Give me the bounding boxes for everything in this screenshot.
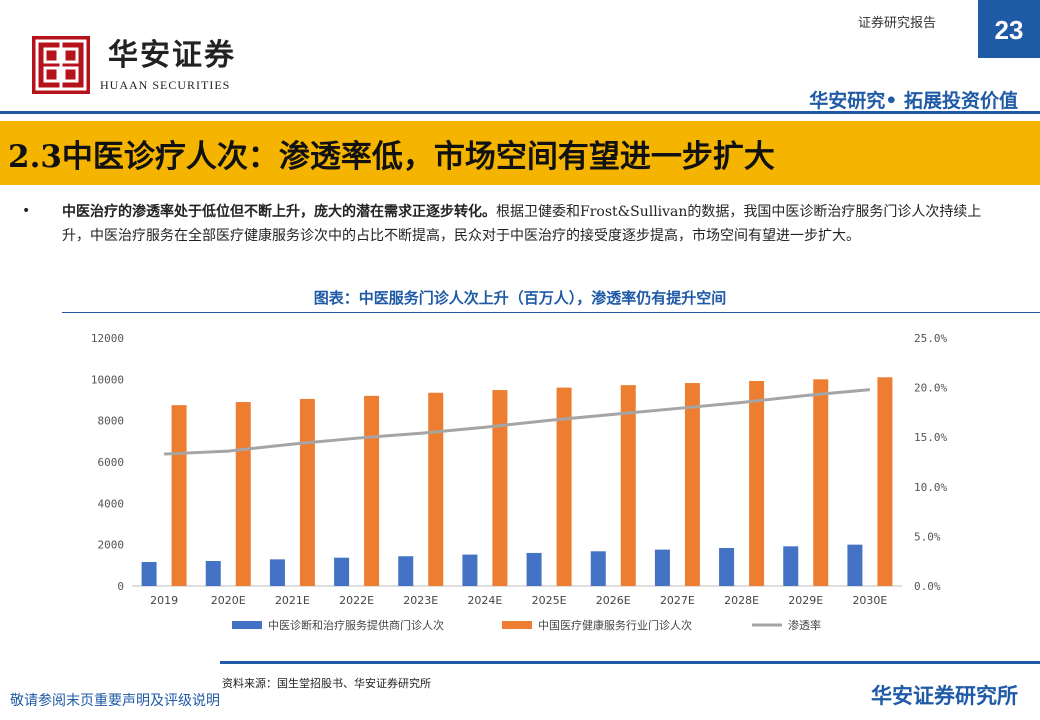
bar-healthcare-visits <box>235 402 251 586</box>
y-left-tick-label: 2000 <box>98 539 125 552</box>
chart-line <box>163 388 871 456</box>
figure-caption: 图表：中医服务门诊人次上升（百万人），渗透率仍有提升空间 <box>313 289 727 307</box>
bar-healthcare-visits <box>813 379 829 586</box>
x-tick-label: 2020E <box>211 594 246 607</box>
y-right-tick-label: 10.0% <box>914 481 947 494</box>
x-tick-label: 2030E <box>852 594 887 607</box>
source-divider <box>220 661 1040 664</box>
bar-tcm-visits <box>654 549 670 586</box>
header-divider <box>0 111 1040 114</box>
bullet-marker: • <box>22 203 31 219</box>
x-tick-label: 2021E <box>275 594 310 607</box>
x-tick-label: 2026E <box>596 594 631 607</box>
bar-tcm-visits <box>141 562 157 586</box>
x-tick-label: 2025E <box>532 594 567 607</box>
bar-tcm-visits <box>526 552 542 586</box>
bar-healthcare-visits <box>556 387 572 586</box>
bar-healthcare-visits <box>428 392 444 586</box>
x-tick-label: 2027E <box>660 594 695 607</box>
penetration-rate-line <box>164 388 871 456</box>
y-left-tick-label: 8000 <box>98 415 125 428</box>
bar-tcm-visits <box>334 557 350 586</box>
bar-tcm-visits <box>590 551 606 586</box>
x-tick-label: 2029E <box>788 594 823 607</box>
header-slogan: 华安研究• 拓展投资价值 <box>809 90 1018 112</box>
bar-tcm-visits <box>269 559 285 586</box>
chart-bars <box>141 377 893 586</box>
bar-healthcare-visits <box>299 398 315 586</box>
bar-tcm-visits <box>719 547 735 586</box>
x-tick-label: 2028E <box>724 594 759 607</box>
y-right-tick-label: 0.0% <box>914 580 941 593</box>
legend-label: 中医诊断和治疗服务提供商门诊人次 <box>268 618 444 632</box>
y-left-tick-label: 6000 <box>98 456 125 469</box>
chart: 0 2000 4000 6000 8000 10000 12000 0.0% 5.0% 10.0%… <box>91 332 948 632</box>
bar-healthcare-visits <box>749 380 765 586</box>
legend-swatch <box>502 621 532 629</box>
slide-title: 2.3中医诊疗人次：渗透率低，市场空间有望进一步扩大 <box>8 139 775 175</box>
bar-healthcare-visits <box>492 390 508 586</box>
body-bold-lead: 中医治疗的渗透率处于低位但不断上升，庞大的潜在需求正逐步转化。 <box>62 204 496 220</box>
logo-chinese-name: 华安证券 <box>108 38 236 73</box>
bar-healthcare-visits <box>620 385 636 586</box>
x-tick-label: 2024E <box>467 594 502 607</box>
x-tick-label: 2023E <box>403 594 438 607</box>
y-right-tick-label: 15.0% <box>914 431 947 444</box>
footer-brand: 华安证券研究所 <box>871 684 1018 708</box>
body-paragraph: 中医治疗的渗透率处于低位但不断上升，庞大的潜在需求正逐步转化。根据卫健委和Fro… <box>62 200 1002 248</box>
bar-tcm-visits <box>783 546 799 586</box>
bar-tcm-visits <box>847 544 863 586</box>
legend-swatch <box>232 621 262 629</box>
logo-mark <box>32 36 90 94</box>
y-left-tick-label: 12000 <box>91 332 124 345</box>
legend-label: 中国医疗健康服务行业门诊人次 <box>538 618 692 632</box>
y-right-tick-label: 5.0% <box>914 530 941 543</box>
bar-healthcare-visits <box>364 395 380 586</box>
legend-label: 渗透率 <box>788 618 821 632</box>
page-number: 23 <box>978 0 1040 58</box>
body-text: 根据卫健委和Frost&Sullivan的数据，我国中医诊断治疗服务门诊人次持续… <box>62 204 982 244</box>
bar-healthcare-visits <box>877 377 893 586</box>
y-right-tick-label: 20.0% <box>914 382 947 395</box>
source-note: 资料来源：国生堂招股书、华安证券研究所 <box>222 677 431 690</box>
title-band <box>0 121 1040 185</box>
bar-tcm-visits <box>205 560 221 586</box>
x-tick-label: 2022E <box>339 594 374 607</box>
bar-tcm-visits <box>398 556 414 586</box>
caption-divider <box>62 312 1040 313</box>
logo-english-name: HUAAN SECURITIES <box>100 78 231 92</box>
y-right-tick-label: 25.0% <box>914 332 947 345</box>
bar-healthcare-visits <box>684 383 700 586</box>
chart-legend: 中医诊断和治疗服务提供商门诊人次 中国医疗健康服务行业门诊人次 渗透率 <box>232 618 821 632</box>
y-left-tick-label: 10000 <box>91 373 124 386</box>
logo-mark-icon <box>32 36 90 94</box>
chart-axes: 0 2000 4000 6000 8000 10000 12000 0.0% 5.0% 10.0%… <box>91 332 948 607</box>
bar-healthcare-visits <box>171 405 187 586</box>
disclaimer-link[interactable]: 敬请参阅末页重要声明及评级说明 <box>10 693 220 709</box>
report-type-label: 证券研究报告 <box>858 16 937 31</box>
y-left-tick-label: 4000 <box>98 497 125 510</box>
y-left-tick-label: 0 <box>117 580 124 593</box>
x-tick-label: 2019 <box>150 594 178 607</box>
bar-tcm-visits <box>462 554 478 586</box>
